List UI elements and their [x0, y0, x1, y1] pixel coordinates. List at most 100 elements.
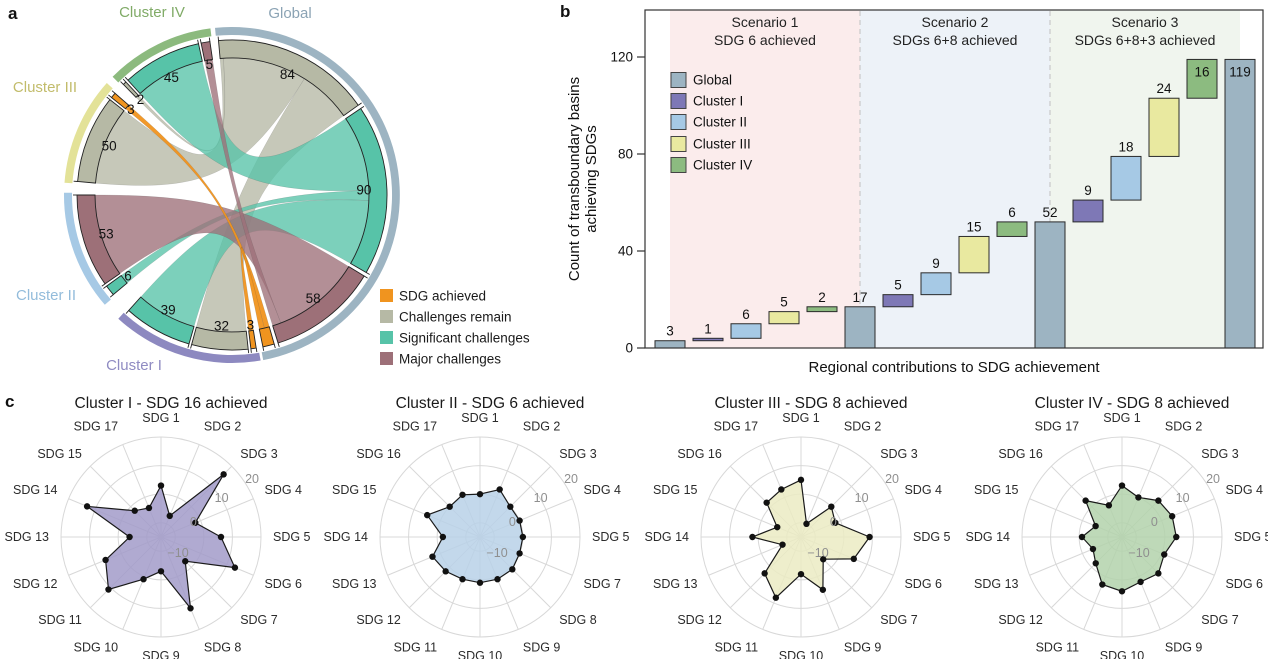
radar-axis-label: SDG 5 [913, 530, 951, 544]
waterfall-bar [768, 311, 800, 325]
radar-axis-label: SDG 1 [142, 411, 180, 425]
waterfall-bar [654, 340, 686, 349]
chord-tick [360, 105, 365, 109]
radar-data-point [182, 558, 189, 565]
radar-data-point [1082, 497, 1089, 504]
legend-swatch [670, 93, 687, 109]
chord-segment [218, 39, 359, 117]
radar-axis-label: SDG 2 [1165, 420, 1203, 434]
chord-segment [77, 98, 125, 184]
chord-segment-value: 32 [214, 319, 229, 334]
radar-data-point [820, 556, 827, 563]
scenario-subtitle: SDGs 6+8 achieved [893, 32, 1018, 48]
y-axis-label-line2: achieving SDGs [583, 125, 600, 233]
radar-scale-label: 20 [245, 472, 259, 486]
radar-data-point [828, 503, 835, 510]
chord-segment [122, 81, 139, 98]
chord-tick [106, 96, 111, 100]
radar-axis-label: SDG 9 [523, 640, 561, 654]
chord-segment [128, 296, 195, 345]
y-axis-label-line1: Count of transboundary basins [566, 77, 583, 281]
chord-segment-value: 3 [247, 318, 255, 333]
radar-data-point [157, 482, 165, 489]
radar-title: Cluster III - SDG 8 achieved [715, 395, 908, 412]
chord-tick [363, 275, 368, 279]
chord-tick [255, 348, 258, 353]
radar-data-point [866, 533, 873, 541]
radar-axis-label: SDG 2 [844, 420, 882, 434]
radar-data-point [819, 586, 827, 593]
chord-segment-value: 84 [280, 67, 296, 82]
radar-scale-label: 0 [509, 515, 516, 529]
waterfall-bar [692, 337, 724, 342]
y-axis-tick-label: 80 [618, 147, 633, 162]
chord-tick [187, 343, 190, 348]
radar-scale-label: 0 [830, 515, 837, 529]
radar-axis-label: SDG 6 [1225, 577, 1263, 591]
chord-segment [248, 329, 257, 350]
scenario-region [860, 10, 1050, 348]
bar-value-label: 5 [780, 295, 788, 310]
radar-axis-label: SDG 5 [592, 530, 630, 544]
chord-tick [124, 76, 129, 81]
bar-value-label: 9 [932, 256, 940, 271]
radar-axis-label: SDG 10 [458, 649, 503, 659]
chord-segment-value: 50 [102, 139, 117, 154]
chord-tick [358, 102, 362, 106]
chord-tick [197, 39, 199, 44]
radar-data-point [145, 504, 153, 512]
radar-scale-label: 20 [885, 472, 899, 486]
waterfall-bar [1110, 155, 1142, 201]
chord-tick [122, 78, 127, 83]
chord-segment-value: 45 [164, 70, 179, 85]
radar-axis-label: SDG 1 [782, 411, 820, 425]
waterfall-bar [1186, 58, 1218, 99]
radar-axis-label: SDG 16 [677, 447, 722, 461]
y-axis-tick-label: 120 [610, 50, 633, 65]
radar-scale-label: 0 [190, 515, 197, 529]
radar-axis-label: SDG 6 [904, 577, 942, 591]
radar-data-point [476, 490, 484, 498]
radar-data-point [1118, 588, 1126, 595]
radar-data-point [424, 511, 431, 519]
chord-group-label: Cluster II [16, 287, 76, 304]
bar-value-label: 119 [1229, 64, 1251, 79]
radar-axis-label: SDG 15 [332, 483, 377, 497]
radar-data-point [797, 570, 805, 578]
waterfall-bar [730, 323, 762, 339]
radar-scale-label: 10 [215, 491, 229, 505]
bar-value-label: 5 [894, 278, 902, 293]
legend-label: Cluster IV [693, 158, 752, 173]
radar-axis-label: SDG 5 [273, 530, 311, 544]
chord-segment-value: 5 [206, 57, 214, 72]
radar-scale-label: −10 [1129, 546, 1150, 560]
radar-data-point [1118, 482, 1126, 489]
legend-swatch-remain [380, 310, 393, 323]
radar-axis-label: SDG 15 [37, 447, 82, 461]
radar-axis-label: SDG 11 [715, 640, 759, 654]
radar-data-point [763, 499, 770, 506]
radar-axis-label: SDG 8 [559, 613, 597, 627]
bar-value-label: 1 [704, 321, 712, 336]
radar-scale-label: −10 [808, 546, 829, 560]
radar-data-point [516, 517, 523, 524]
chord-tick [103, 285, 107, 289]
radar-axis-label: SDG 17 [1035, 420, 1080, 434]
radar-axis-label: SDG 10 [74, 640, 119, 654]
radar-data-point [231, 564, 239, 571]
chord-group-band [118, 312, 261, 363]
waterfall-bar [1072, 199, 1104, 223]
radar-scale-label: 10 [855, 491, 869, 505]
scenario-subtitle: SDGs 6+8+3 achieved [1075, 32, 1216, 48]
radar-scale-label: 10 [534, 491, 548, 505]
radar-axis-label: SDG 1 [1103, 411, 1141, 425]
radar-axis-label: SDG 3 [1201, 447, 1239, 461]
radar-axis-label: SDG 12 [998, 613, 1043, 627]
panel-a-label: a [8, 4, 18, 23]
radar-data-point [519, 533, 527, 541]
legend-swatch-significant [380, 331, 393, 344]
bar-value-label: 18 [1118, 139, 1133, 154]
radar-charts-panel: SDG 1 SDG 2 SDG 3 SDG 4 SDG 5 SDG 6 SDG 7 SDG 8… [5, 395, 1268, 659]
bar-value-label: 16 [1194, 64, 1209, 79]
radar-data-point [516, 550, 523, 557]
